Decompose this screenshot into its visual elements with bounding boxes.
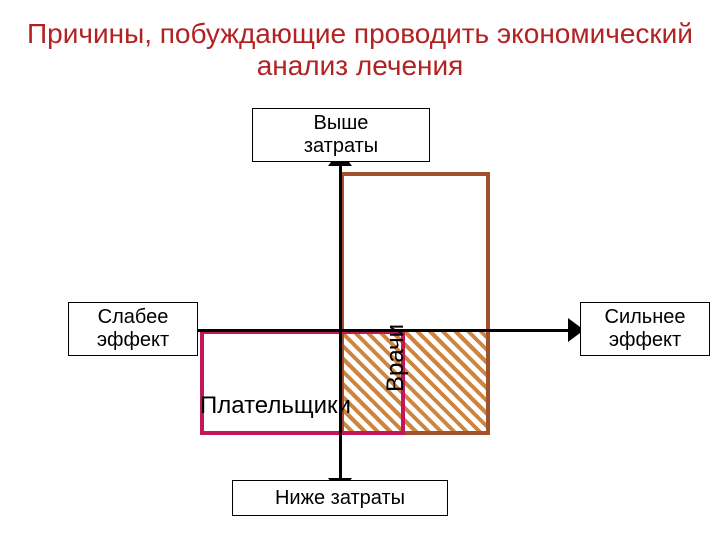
- page-title: Причины, побуждающие проводить экономиче…: [0, 18, 720, 82]
- axis-label-bottom-line: Ниже затраты: [239, 487, 441, 510]
- axis-label-right: Сильнееэффект: [580, 302, 710, 356]
- axis-label-bottom: Ниже затраты: [232, 480, 448, 516]
- axis-label-top: Вышезатраты: [252, 108, 430, 162]
- axis-label-left-line: эффект: [75, 329, 191, 352]
- axis-label-top-line: Выше: [259, 112, 423, 135]
- axis-label-top-line: затраты: [259, 135, 423, 158]
- axis-label-right-line: эффект: [587, 329, 703, 352]
- doctors-label: Врачи: [382, 324, 410, 392]
- axis-label-left-line: Слабее: [75, 306, 191, 329]
- y-axis: [339, 165, 342, 480]
- payers-label: Плательщики: [200, 392, 351, 420]
- axis-label-right-line: Сильнее: [587, 306, 703, 329]
- axis-label-left: Слабееэффект: [68, 302, 198, 356]
